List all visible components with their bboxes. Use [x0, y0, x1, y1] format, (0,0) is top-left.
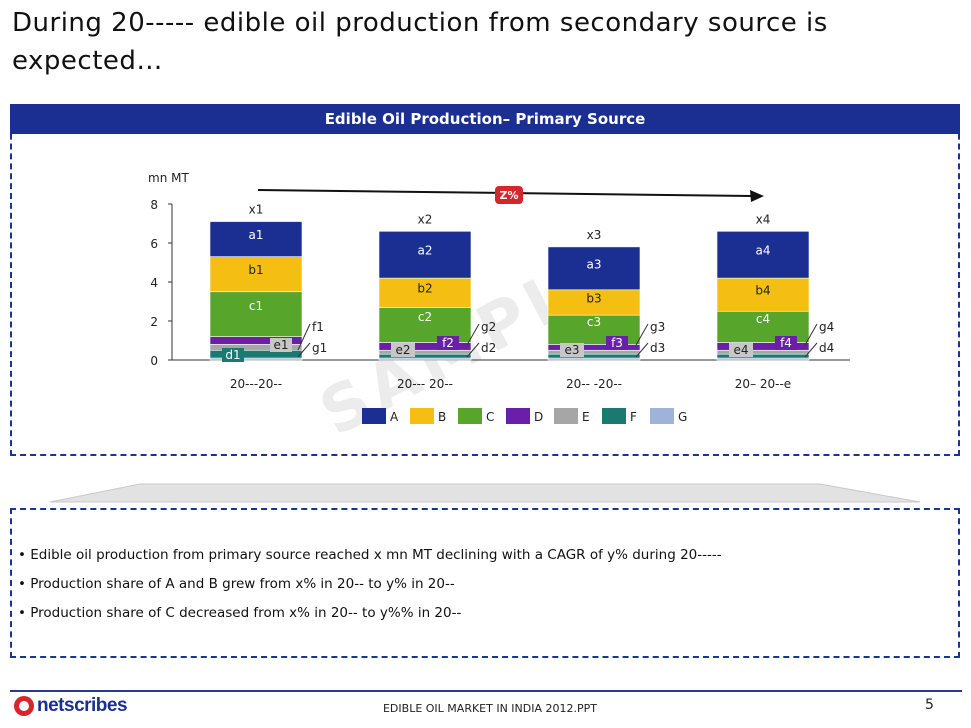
cagr-arrowhead — [750, 190, 764, 202]
label-box-f — [606, 336, 628, 350]
leader-line-g — [466, 323, 480, 346]
data-label-c: c2 — [418, 310, 432, 324]
data-label-a: a4 — [756, 244, 771, 258]
x-tick-label: 20– 20--e — [735, 377, 791, 391]
label-box-d — [222, 348, 244, 362]
bar-segment-a — [378, 231, 472, 279]
legend-label-a: A — [390, 410, 399, 424]
total-label: x1 — [249, 203, 264, 217]
y-tick-label: 0 — [150, 354, 158, 368]
leader-line-g — [635, 323, 649, 346]
y-tick-label: 8 — [150, 198, 158, 212]
data-label-d: d2 — [481, 341, 496, 355]
slide-title: During 20----- edible oil production fro… — [12, 8, 828, 76]
bar-segment-a — [716, 231, 810, 279]
data-label-a: a3 — [587, 257, 602, 271]
footer-divider — [10, 690, 962, 692]
leader-line-d — [804, 342, 818, 358]
data-label-e: e3 — [564, 343, 579, 357]
bar-segment-b — [716, 277, 810, 312]
data-label-d: d4 — [819, 341, 834, 355]
y-tick-label: 4 — [150, 276, 158, 290]
leader-line-g — [804, 323, 818, 346]
bar-segment-a — [209, 221, 303, 257]
data-label-e: e2 — [395, 343, 410, 357]
total-label: x3 — [587, 228, 602, 242]
label-box-e — [270, 338, 292, 352]
data-label-g: g3 — [650, 320, 665, 334]
data-label-b: b1 — [248, 263, 263, 277]
chart-panel-title: Edible Oil Production– Primary Source — [10, 104, 960, 134]
data-label-f: f3 — [611, 336, 623, 350]
data-label-b: b3 — [586, 291, 601, 305]
data-label-e: e4 — [733, 343, 748, 357]
legend-swatch-a — [362, 408, 386, 424]
data-label-g: g4 — [819, 320, 834, 334]
legend-label-f: F — [630, 410, 637, 424]
data-label-f: f1 — [312, 320, 324, 334]
data-label-d: d1 — [225, 348, 240, 362]
logo-icon — [14, 696, 34, 716]
data-label-c: c1 — [249, 299, 263, 313]
legend-swatch-e — [554, 408, 578, 424]
bullet-3: • Production share of C decreased from x… — [18, 605, 462, 621]
logo-text: netscribes — [37, 695, 128, 716]
x-tick-label: 20---20-- — [230, 377, 282, 391]
x-tick-label: 20-- -20-- — [566, 377, 622, 391]
data-label-g: g1 — [312, 341, 327, 355]
label-box-f — [775, 336, 797, 350]
bar-segment-c — [209, 291, 303, 337]
bar-segment-b — [378, 277, 472, 308]
legend-label-b: B — [438, 410, 446, 424]
data-label-d: d3 — [650, 341, 665, 355]
bar-segment-a — [547, 246, 641, 291]
label-box-e — [560, 343, 584, 357]
data-label-c: c3 — [587, 315, 601, 329]
summary-panel — [10, 508, 960, 658]
bullet-1: • Edible oil production from primary sou… — [18, 547, 722, 563]
data-label-e: e1 — [273, 338, 288, 352]
stacked-bar-chart: SAMPLE02468mn MTc1b1a1d1e1f1g1x120---20-… — [148, 171, 850, 451]
y-tick-label: 2 — [150, 315, 158, 329]
divider-arrow-shape — [49, 483, 921, 503]
x-tick-label: 20--- 20-- — [397, 377, 453, 391]
y-tick-label: 6 — [150, 237, 158, 251]
leader-line-d — [635, 342, 649, 358]
y-axis-title: mn MT — [148, 171, 189, 185]
data-label-g: g2 — [481, 320, 496, 334]
data-label-f: f2 — [442, 336, 454, 350]
leader-line-d — [466, 342, 480, 358]
data-label-a: a1 — [249, 228, 264, 242]
legend-swatch-c — [458, 408, 482, 424]
leader-line-f — [297, 323, 311, 351]
data-label-a: a2 — [418, 244, 433, 258]
legend-swatch-f — [602, 408, 626, 424]
netscribes-logo: netscribes — [14, 694, 128, 718]
legend-label-d: D — [534, 410, 543, 424]
label-box-e — [391, 343, 415, 357]
label-box-e — [729, 343, 753, 357]
bar-segment-b — [547, 289, 641, 316]
leader-line-g — [297, 342, 311, 358]
label-box-f — [437, 336, 459, 350]
bullet-2: • Production share of A and B grew from … — [18, 576, 455, 592]
total-label: x2 — [418, 212, 433, 226]
legend-label-c: C — [486, 410, 494, 424]
bar-segment-b — [209, 256, 303, 293]
page-number: 5 — [925, 697, 934, 713]
legend-swatch-d — [506, 408, 530, 424]
cagr-badge — [495, 186, 523, 204]
data-label-f: f4 — [780, 336, 792, 350]
data-label-b: b4 — [755, 284, 770, 298]
legend-label-e: E — [582, 410, 590, 424]
legend-label-g: G — [678, 410, 687, 424]
legend-swatch-g — [650, 408, 674, 424]
total-label: x4 — [756, 212, 771, 226]
cagr-label: Z% — [500, 189, 519, 202]
legend-swatch-b — [410, 408, 434, 424]
data-label-c: c4 — [756, 312, 770, 326]
footer-filename: EDIBLE OIL MARKET IN INDIA 2012.PPT — [382, 702, 597, 715]
data-label-b: b2 — [417, 282, 432, 296]
